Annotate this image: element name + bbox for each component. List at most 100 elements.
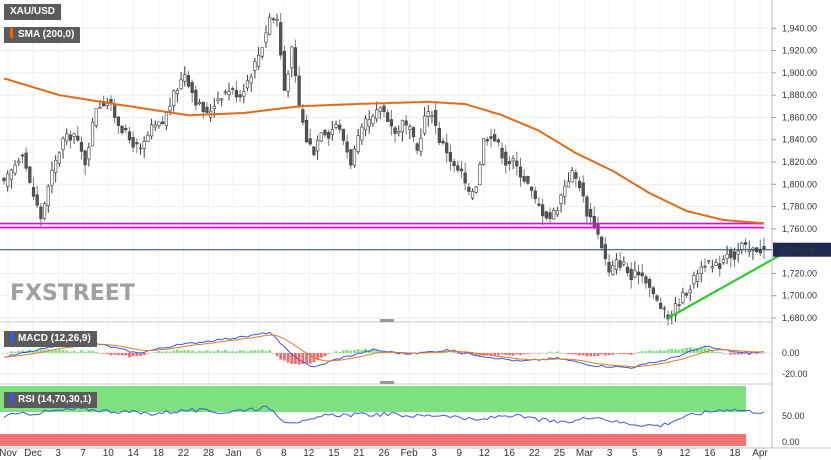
candle-body: [622, 261, 626, 265]
macd-histogram-bar: [175, 349, 179, 353]
sma-line: [3, 77, 765, 225]
macd-histogram-bar: [685, 347, 688, 353]
macd-histogram-bar: [592, 353, 596, 357]
macd-histogram-bar: [61, 350, 65, 353]
date-tick-label: 18: [729, 448, 741, 459]
sma-tag[interactable]: SMA (200,0): [4, 27, 81, 43]
candle-body: [552, 209, 556, 220]
candle-body: [614, 259, 619, 270]
price-tick-label: 1,820.00: [782, 157, 817, 167]
date-tick-label: 7: [80, 448, 86, 459]
candle-body: [570, 170, 574, 183]
date-tick-label: 15: [328, 448, 340, 459]
last-price-label: 1,741.28: [779, 246, 814, 256]
candle-body: [677, 304, 681, 306]
macd-histogram-bar: [589, 353, 593, 357]
macd-histogram-bar: [474, 353, 478, 356]
candle-body: [526, 175, 530, 184]
candle-body: [153, 124, 157, 128]
candle-body: [334, 124, 338, 128]
rsi-line: [3, 405, 765, 428]
rsi-tag[interactable]: RSI (14,70,30,1): [4, 392, 98, 408]
candle-body: [231, 88, 235, 90]
date-tick-label: 9: [657, 448, 663, 459]
macd-histogram-bar: [102, 353, 106, 354]
candle-body: [83, 150, 87, 166]
macd-histogram-bar: [478, 353, 482, 356]
candle-body: [13, 164, 17, 174]
macd-histogram-bar: [725, 352, 729, 354]
candle-body: [301, 109, 305, 123]
macd-histogram-bar: [559, 353, 563, 354]
candle-body: [120, 125, 124, 134]
macd-histogram-bar: [733, 353, 736, 355]
date-tick-label: 16: [504, 448, 516, 459]
macd-histogram-bar: [275, 353, 279, 357]
price-tick-label: 1,800.00: [782, 179, 817, 189]
candle-body: [256, 54, 261, 67]
macd-histogram-bar: [404, 353, 408, 355]
candle-body: [149, 124, 154, 137]
macd-histogram-bar: [500, 353, 504, 355]
macd-histogram-bar: [260, 349, 264, 353]
macd-histogram-bar: [600, 353, 604, 355]
candle-body: [375, 109, 379, 120]
macd-tag[interactable]: MACD (12,26,9): [4, 331, 97, 347]
candle-body: [293, 47, 298, 77]
candle-body: [172, 90, 176, 106]
candle-body: [743, 242, 748, 245]
macd-histogram-bar: [80, 350, 83, 353]
rsi-overbought-zone: [0, 386, 746, 412]
macd-histogram-bar: [356, 349, 360, 353]
symbol-tag[interactable]: XAU/USD: [4, 4, 62, 20]
candle-body: [511, 158, 515, 162]
candle-body: [54, 159, 58, 173]
macd-histogram-bar: [681, 348, 685, 353]
macd-histogram-bar: [286, 353, 290, 363]
candle-body: [183, 74, 187, 82]
date-tick-label: 22: [529, 448, 541, 459]
macd-histogram-bar: [699, 347, 703, 353]
macd-histogram-bar: [522, 353, 526, 355]
date-tick-label: 28: [203, 448, 215, 459]
candle-body: [72, 133, 76, 137]
price-tick-label: 1,780.00: [782, 202, 817, 212]
candle-body: [456, 165, 460, 171]
macd-histogram-bar: [17, 350, 21, 353]
candle-body: [6, 173, 10, 187]
macd-histogram-bar: [603, 353, 607, 356]
macd-histogram-bar: [238, 349, 242, 353]
date-tick-label: 9: [456, 448, 462, 459]
candle-body: [607, 261, 611, 273]
price-tick-label: 1,700.00: [782, 291, 817, 301]
candle-body: [127, 131, 132, 141]
macd-histogram-bar: [651, 350, 655, 353]
macd-histogram-bar: [153, 352, 157, 353]
candle-body: [740, 242, 744, 250]
macd-histogram-bar: [375, 349, 379, 353]
macd-histogram-bar: [456, 353, 460, 354]
candle-body: [504, 151, 508, 166]
candle-body: [404, 120, 408, 126]
candle-body: [46, 185, 50, 206]
date-tick-label: Jan: [226, 448, 242, 459]
macd-histogram-bar: [541, 352, 545, 354]
candle-body: [242, 91, 246, 97]
macd-histogram-bar: [537, 353, 541, 354]
candle-body: [138, 147, 143, 150]
date-tick-label: 26: [378, 448, 390, 459]
macd-histogram-bar: [334, 351, 338, 353]
candle-body: [352, 148, 357, 166]
candle-body: [234, 90, 239, 98]
macd-histogram-bar: [393, 353, 397, 354]
candle-body: [659, 302, 663, 309]
price-tick-label: 1,680.00: [782, 313, 817, 323]
date-tick-label: 22: [178, 448, 190, 459]
macd-histogram-bar: [305, 353, 308, 364]
candle-body: [315, 139, 320, 152]
date-tick-label: 3: [431, 448, 437, 459]
candle-body: [648, 279, 652, 288]
candle-body: [304, 120, 309, 143]
candle-body: [264, 32, 268, 43]
